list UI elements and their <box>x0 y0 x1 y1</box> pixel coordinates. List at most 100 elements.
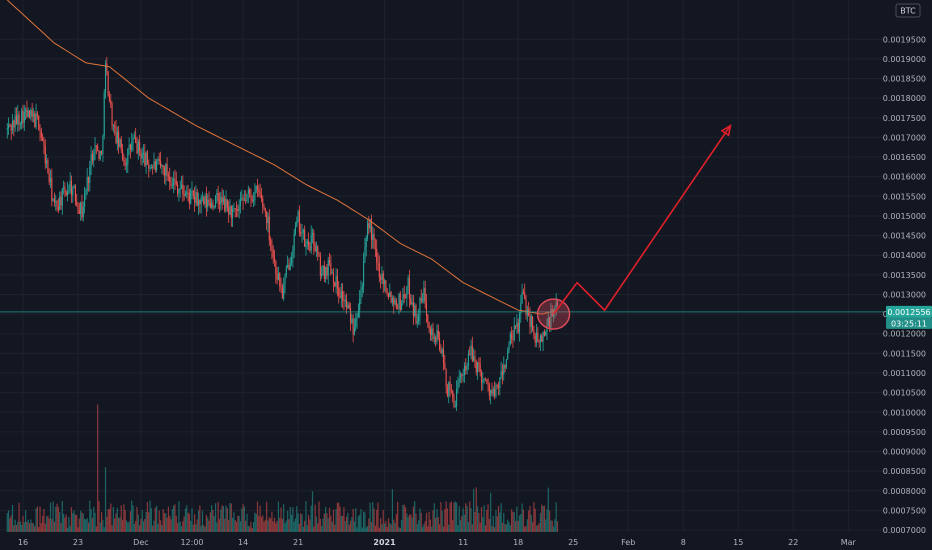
candle-body <box>335 275 337 287</box>
volume-bar <box>27 519 29 532</box>
currency-badge[interactable]: BTC <box>895 3 921 18</box>
volume-bar <box>141 510 143 532</box>
moving-average-line <box>6 0 558 315</box>
volume-bar <box>511 509 513 532</box>
candle-body <box>203 197 205 205</box>
y-axis-panel[interactable] <box>884 0 932 550</box>
x-tick-label: 21 <box>293 538 303 547</box>
candle-body <box>450 390 452 391</box>
candle-body <box>298 211 300 232</box>
volume-bar <box>264 519 266 532</box>
countdown-value: 03:25:11 <box>891 319 927 328</box>
candle-body <box>32 113 35 117</box>
volume-bar <box>516 506 518 532</box>
volume-bar <box>298 523 301 532</box>
x-tick-label: 18 <box>513 538 523 547</box>
candle-body <box>340 291 342 298</box>
volume-bar <box>488 519 490 532</box>
volume-bar <box>330 515 332 532</box>
candle-body <box>428 322 430 329</box>
volume-bar <box>344 521 346 532</box>
volume-bar <box>407 517 409 532</box>
volume-bar <box>120 505 122 532</box>
volume-bar <box>538 523 540 532</box>
volume-bar <box>115 513 117 532</box>
candle-body <box>505 359 507 368</box>
x-axis-panel[interactable] <box>0 532 884 550</box>
volume-bar <box>175 515 177 532</box>
volume-bar <box>31 522 33 532</box>
volume-bar <box>269 518 272 532</box>
candle-body <box>56 201 58 208</box>
candle-body <box>98 150 100 159</box>
candle-body <box>554 307 556 310</box>
candle-body <box>205 195 207 208</box>
candle-body <box>352 318 354 335</box>
candle-body <box>374 247 376 249</box>
volume-bar <box>167 506 170 532</box>
candle-body <box>363 261 365 288</box>
volume-bar <box>131 500 133 532</box>
candle-body <box>204 195 206 205</box>
volume-bar <box>469 501 471 532</box>
volume-bar <box>400 519 403 532</box>
volume-bar <box>376 509 378 532</box>
candle-body <box>238 205 240 212</box>
candle-body <box>403 294 405 298</box>
volume-bar <box>347 512 349 532</box>
volume-bar <box>462 508 464 532</box>
volume-bar <box>82 513 84 532</box>
volume-bar <box>250 521 252 532</box>
volume-bar <box>394 522 396 532</box>
candle-body <box>118 131 120 147</box>
volume-bar <box>251 527 253 532</box>
candle-body <box>550 309 552 328</box>
volume-bar <box>292 507 294 532</box>
candle-body <box>411 302 413 305</box>
candle-body <box>315 246 317 251</box>
volume-bar <box>242 504 244 532</box>
candle-body <box>208 199 210 203</box>
volume-bar <box>48 518 50 532</box>
volume-bar <box>182 521 184 532</box>
candle-body <box>516 322 518 327</box>
volume-bar <box>28 523 31 532</box>
volume-bar <box>119 517 121 532</box>
volume-bar <box>76 514 78 532</box>
candle-body <box>305 243 307 247</box>
volume-bar <box>432 510 434 532</box>
volume-bar <box>473 488 475 532</box>
volume-bar <box>441 510 443 532</box>
volume-bar <box>232 517 234 532</box>
candle-body <box>249 189 251 194</box>
candle-body <box>504 364 506 368</box>
candle-body <box>360 289 362 300</box>
volume-bar <box>554 519 556 532</box>
volume-bar <box>459 520 462 532</box>
candle-body <box>124 161 126 166</box>
forecast-arrow-head <box>720 124 732 137</box>
candle-body <box>291 257 293 264</box>
volume-bar <box>524 526 526 532</box>
volume-bar <box>463 514 466 532</box>
candle-body <box>509 333 511 345</box>
candle-body <box>479 364 481 373</box>
candle-body <box>72 188 74 196</box>
candle-body <box>406 286 408 299</box>
volume-bar <box>166 517 168 532</box>
volume-bar <box>297 513 299 532</box>
volume-bar <box>480 507 483 532</box>
candle-body <box>390 292 392 303</box>
volume-bar <box>440 502 442 532</box>
volume-bar <box>95 526 97 532</box>
volume-bar <box>490 492 492 532</box>
volume-bar <box>55 506 57 532</box>
candle-body <box>158 158 160 162</box>
volume-bar <box>363 511 365 532</box>
candle-body <box>237 209 239 212</box>
candle-body <box>503 364 505 375</box>
candle-body <box>233 208 235 209</box>
volume-bar <box>165 513 167 532</box>
candle-body <box>8 124 10 129</box>
